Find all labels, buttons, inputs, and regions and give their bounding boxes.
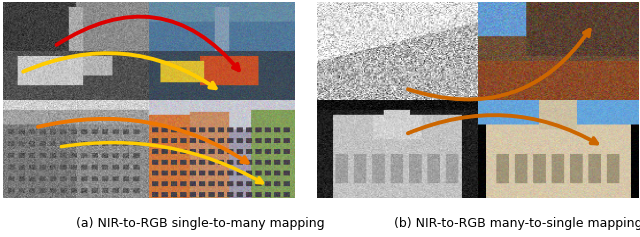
Text: (b) NIR-to-RGB many-to-single mapping: (b) NIR-to-RGB many-to-single mapping xyxy=(394,217,640,230)
Text: (a) NIR-to-RGB single-to-many mapping: (a) NIR-to-RGB single-to-many mapping xyxy=(76,217,324,230)
